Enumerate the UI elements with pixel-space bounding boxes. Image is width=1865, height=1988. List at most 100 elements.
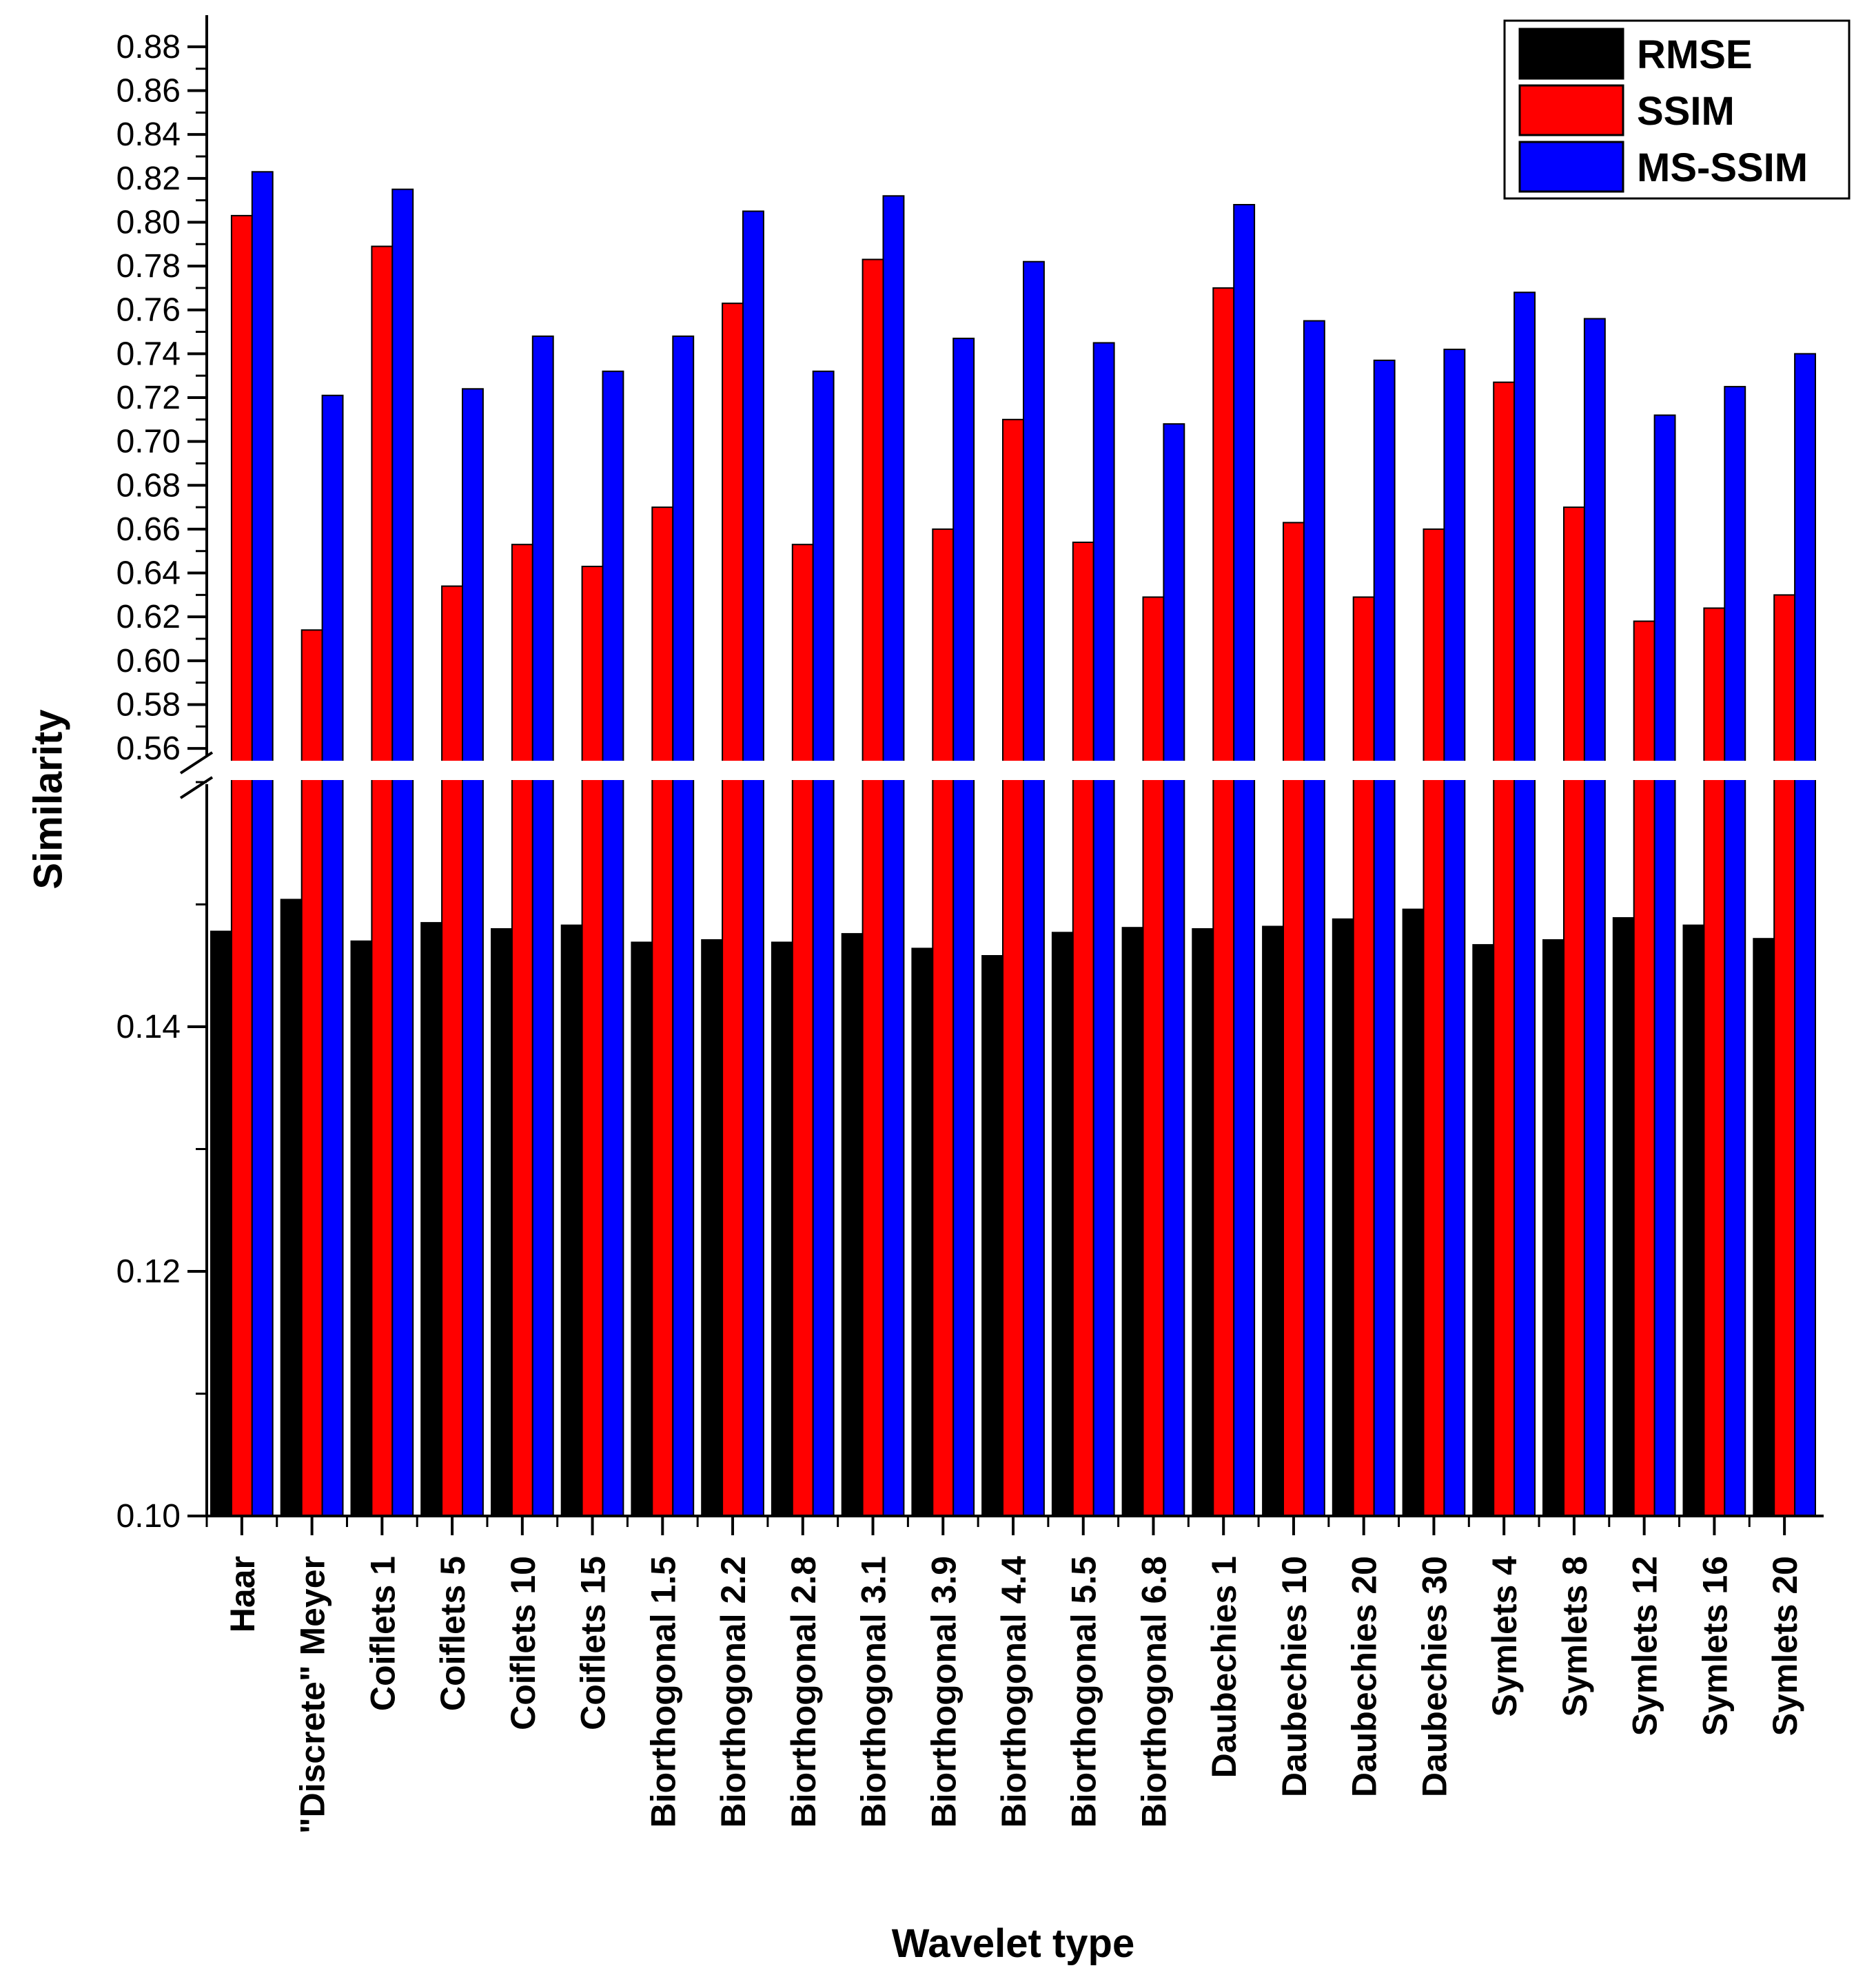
bar-rmse-4 [491,928,513,1517]
x-tick-label: Biorthogonal 2.2 [714,1556,753,1827]
y-tick-label: 0.58 [116,686,181,723]
bar-rmse-16 [1332,918,1354,1517]
y-tick-label: 0.76 [116,292,181,329]
x-tick-label: Haar [223,1556,262,1632]
bar-ssim-3 [441,585,463,1517]
bar-rmse-8 [771,941,793,1517]
bar-ssim-4 [511,544,533,1517]
bar-ssim-20 [1633,620,1655,1517]
y-tick-label: 0.66 [116,511,181,548]
y-tick-label: 0.84 [116,116,181,153]
x-tick-label: Symlets 20 [1766,1556,1804,1736]
x-tick-label: Biorthogonal 3.1 [855,1556,893,1827]
x-tick-label: Symlets 4 [1485,1556,1524,1717]
bar-ssim-18 [1493,381,1516,1517]
x-tick-label: "Discrete" Meyer [294,1556,332,1834]
y-tick-label: 0.10 [116,1498,181,1535]
bar-ms-ssim-11 [1023,260,1045,1517]
legend-swatch-ms-ssim [1518,141,1624,193]
x-tick-label: Daubechies 10 [1275,1556,1314,1797]
bar-rmse-21 [1682,924,1705,1517]
bar-rmse-12 [1051,932,1074,1517]
y-axis-title: Similarity [26,709,70,889]
bar-ms-ssim-9 [882,195,905,1517]
axes [179,15,1824,1535]
bar-ms-ssim-8 [812,370,835,1517]
x-tick-label: Biorthogonal 3.9 [924,1556,963,1827]
bar-rmse-19 [1542,939,1565,1517]
bar-ms-ssim-6 [672,335,695,1517]
bar-ms-ssim-16 [1373,359,1396,1517]
axis-break-gap [205,761,1825,780]
bar-rmse-11 [981,955,1003,1517]
bar-rmse-0 [210,930,232,1517]
bar-ssim-22 [1773,594,1796,1517]
x-tick-label: Daubechies 20 [1345,1556,1384,1797]
y-tick-label: 0.70 [116,424,181,460]
break-mark-bottom [179,776,214,799]
x-tick-label: Biorthogonal 5.5 [1065,1556,1103,1827]
bar-ssim-16 [1352,596,1375,1517]
y-tick-label: 0.72 [116,380,181,416]
x-tick-label: Biorthogonal 1.5 [644,1556,682,1827]
x-tick-label: Coiflets 10 [504,1556,542,1730]
bar-marks [205,171,1825,1517]
legend-label-ms-ssim: MS-SSIM [1637,145,1808,190]
y-tick-label: 0.12 [116,1253,181,1290]
legend: RMSE SSIM MS-SSIM [1503,19,1851,200]
bar-ssim-9 [862,258,884,1517]
bar-rmse-10 [911,947,934,1517]
bar-ssim-7 [722,303,744,1517]
bar-ms-ssim-20 [1653,414,1676,1517]
bar-rmse-17 [1402,908,1425,1517]
x-tick-label: Coiflets 15 [574,1556,613,1730]
bar-ssim-12 [1072,542,1094,1517]
bar-ms-ssim-12 [1092,342,1115,1517]
bar-ms-ssim-3 [462,388,484,1517]
bar-ssim-6 [651,506,674,1517]
y-tick-label: 0.14 [116,1009,181,1045]
tick-labels: 0.56 0.58 0.60 0.62 0.64 0.66 0.68 0.70 0.72 0.74… [116,29,181,1535]
bar-rmse-18 [1472,944,1495,1517]
legend-swatch-ssim [1518,84,1624,136]
y-tick-label: 0.64 [116,555,181,592]
bar-ssim-19 [1563,506,1585,1517]
y-tick-label: 0.60 [116,643,181,679]
y-tick-label: 0.74 [116,336,181,372]
bar-ssim-2 [371,245,394,1517]
bar-rmse-2 [350,940,373,1517]
bar-ms-ssim-15 [1303,320,1325,1517]
legend-label-ssim: SSIM [1637,89,1735,134]
bar-rmse-20 [1612,917,1635,1517]
x-tick-label: Biorthogonal 4.4 [995,1556,1033,1828]
bar-ms-ssim-4 [531,335,554,1517]
category-labels: Haar "Discrete" Meyer Coiflets 1 Coiflets 5… [223,1556,1804,1834]
y-tick-label: 0.80 [116,204,181,240]
y-tick-label: 0.62 [116,599,181,635]
bar-ssim-17 [1423,528,1445,1517]
bar-rmse-22 [1753,938,1775,1517]
y-tick-label: 0.88 [116,29,181,65]
bar-ms-ssim-13 [1163,423,1185,1517]
bar-ssim-21 [1703,607,1726,1517]
bar-rmse-13 [1121,927,1144,1517]
bar-ms-ssim-5 [602,370,624,1517]
y-tick-label: 0.68 [116,467,181,504]
bar-ssim-8 [791,544,814,1517]
x-axis-title: Wavelet type [892,1921,1134,1966]
bar-ms-ssim-21 [1724,386,1746,1517]
bar-rmse-1 [280,899,303,1517]
x-tick-label: Coiflets 1 [363,1556,402,1711]
bar-rmse-3 [420,922,443,1517]
bar-rmse-6 [631,941,653,1517]
x-tick-label: Daubechies 1 [1205,1556,1243,1778]
bar-ms-ssim-18 [1514,291,1536,1517]
legend-swatch-rmse [1518,28,1624,80]
bar-rmse-14 [1192,928,1214,1517]
break-mark-top [179,751,214,775]
x-tick-label: Daubechies 30 [1415,1556,1454,1797]
bar-rmse-5 [560,924,583,1517]
bar-ssim-13 [1142,596,1165,1517]
x-tick-label: Symlets 12 [1626,1556,1664,1736]
